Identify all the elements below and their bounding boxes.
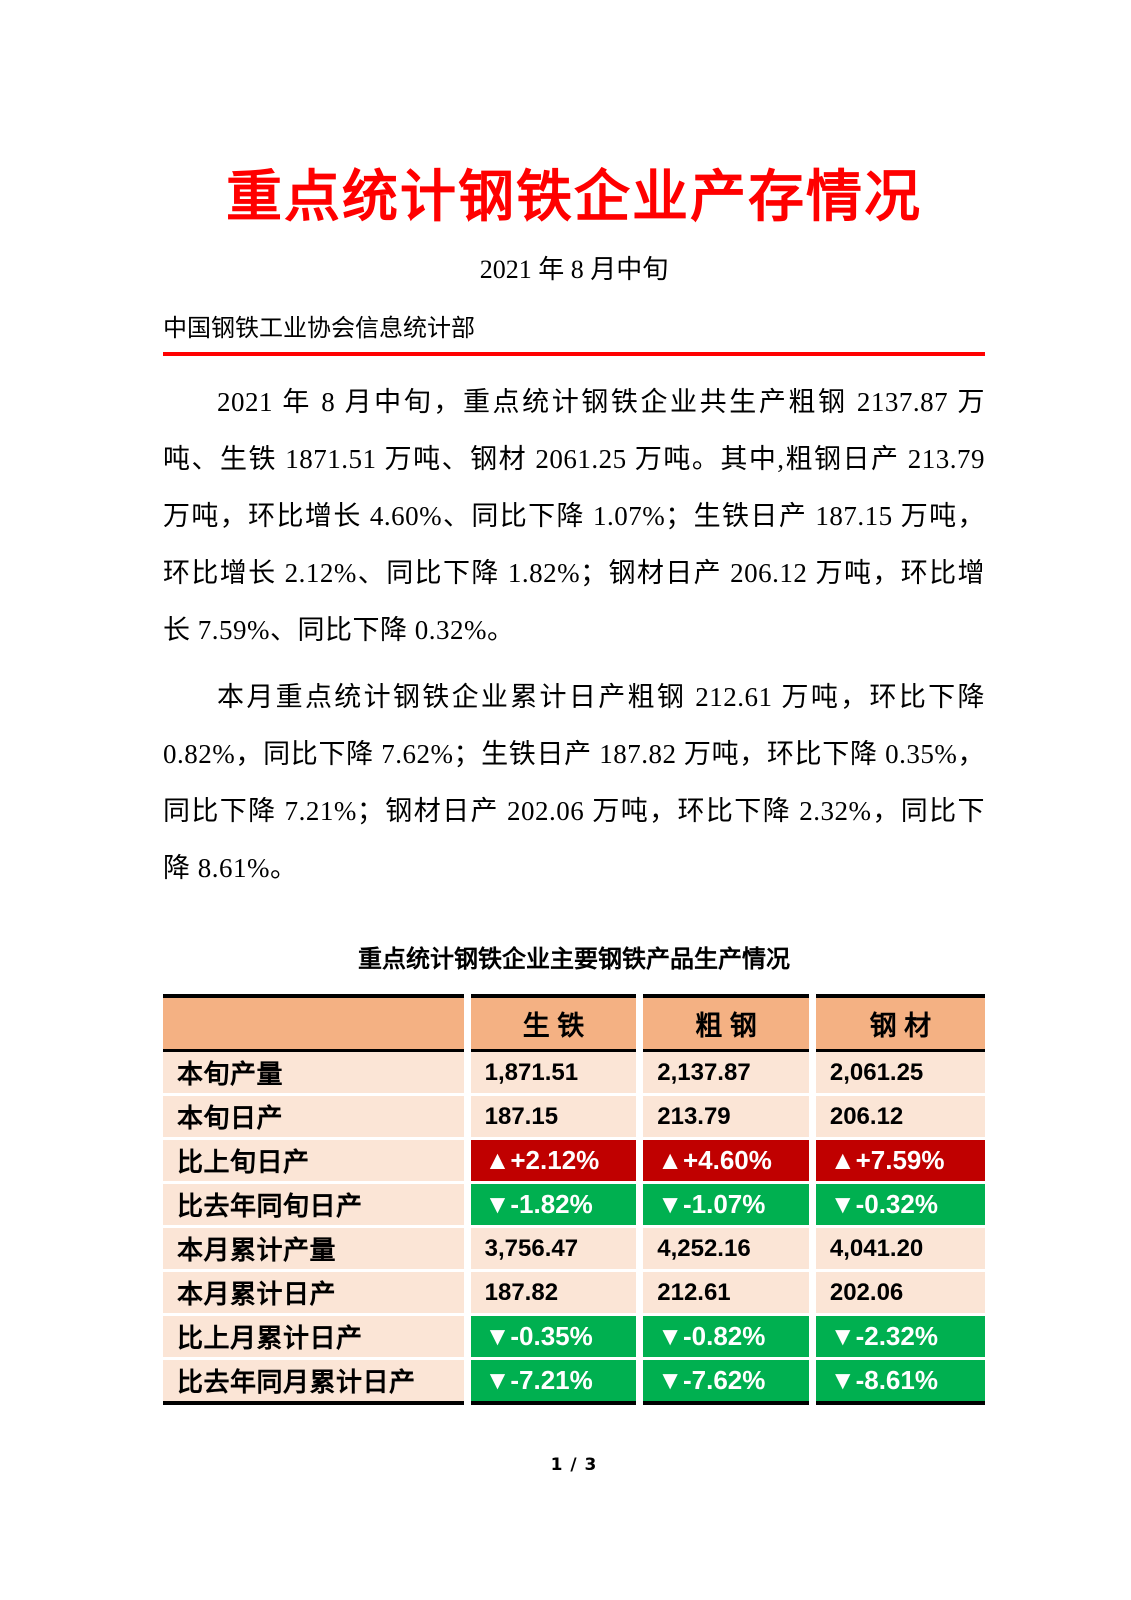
table-row: 本月累计日产 187.82 212.61 202.06	[163, 1269, 985, 1315]
cell-value: 3,756.47	[463, 1225, 640, 1271]
table-row-decrease: 比去年同月累计日产 ▼-7.21% ▼-7.62% ▼-8.61%	[163, 1357, 985, 1405]
doc-subtitle: 2021 年 8 月中旬	[479, 255, 669, 284]
table-row-increase: 比上旬日产 ▲+2.12% ▲+4.60% ▲+7.59%	[163, 1137, 985, 1183]
row-label: 本月累计日产	[163, 1269, 468, 1315]
corner-cell	[163, 994, 468, 1052]
production-table: 生 铁 粗 钢 钢 材 本旬产量 1,871.51 2,137.87 2,061…	[163, 994, 985, 1405]
table-row: 本旬产量 1,871.51 2,137.87 2,061.25	[163, 1050, 985, 1095]
cell-value: 213.79	[636, 1093, 813, 1139]
cell-value: 187.15	[463, 1093, 640, 1139]
body-paragraph-1: 2021 年 8 月中旬，重点统计钢铁企业共生产粗钢 2137.87 万吨、生铁…	[163, 387, 985, 645]
row-label: 比上月累计日产	[163, 1313, 468, 1359]
cell-value-decrease: ▼-1.07%	[636, 1181, 813, 1227]
cell-value: 2,061.25	[808, 1050, 985, 1095]
column-header-crude-steel: 粗 钢	[636, 994, 813, 1052]
cell-value-decrease: ▼-0.32%	[808, 1181, 985, 1227]
cell-value-decrease: ▼-7.21%	[463, 1357, 640, 1405]
cell-value: 4,252.16	[636, 1225, 813, 1271]
cell-value: 206.12	[808, 1093, 985, 1139]
cell-value-increase: ▲+2.12%	[463, 1137, 640, 1183]
cell-value: 1,871.51	[463, 1050, 640, 1095]
column-header-steel-products: 钢 材	[808, 994, 985, 1052]
cell-value-increase: ▲+7.59%	[808, 1137, 985, 1183]
table-row-decrease: 比上月累计日产 ▼-0.35% ▼-0.82% ▼-2.32%	[163, 1313, 985, 1359]
table-row-decrease: 比去年同旬日产 ▼-1.82% ▼-1.07% ▼-0.32%	[163, 1181, 985, 1227]
row-label: 本月累计产量	[163, 1225, 468, 1271]
page-title: 重点统计钢铁企业产存情况	[226, 167, 922, 229]
cell-value-decrease: ▼-0.35%	[463, 1313, 640, 1359]
column-header-pig-iron: 生 铁	[463, 994, 640, 1052]
cell-value-decrease: ▼-1.82%	[463, 1181, 640, 1227]
body-paragraph-2: 本月重点统计钢铁企业累计日产粗钢 212.61 万吨，环比下降 0.82%，同比…	[163, 682, 985, 883]
cell-value-decrease: ▼-8.61%	[808, 1357, 985, 1405]
cell-value: 212.61	[636, 1269, 813, 1315]
table-row: 本月累计产量 3,756.47 4,252.16 4,041.20	[163, 1225, 985, 1271]
page-number: 1 / 3	[550, 1455, 598, 1475]
cell-value-decrease: ▼-7.62%	[636, 1357, 813, 1405]
document-content: 重点统计钢铁企业产存情况 2021 年 8 月中旬 中国钢铁工业协会信息统计部 …	[163, 0, 985, 1405]
cell-value-decrease: ▼-0.82%	[636, 1313, 813, 1359]
cell-value: 4,041.20	[808, 1225, 985, 1271]
row-label: 比上旬日产	[163, 1137, 468, 1183]
row-label: 本旬日产	[163, 1093, 468, 1139]
cell-value-increase: ▲+4.60%	[636, 1137, 813, 1183]
row-label: 比去年同旬日产	[163, 1181, 468, 1227]
department-label: 中国钢铁工业协会信息统计部	[163, 316, 475, 342]
row-label: 本旬产量	[163, 1050, 468, 1095]
table-row: 本旬日产 187.15 213.79 206.12	[163, 1093, 985, 1139]
row-label: 比去年同月累计日产	[163, 1357, 468, 1405]
department-rule: 中国钢铁工业协会信息统计部	[163, 314, 985, 356]
table-title: 重点统计钢铁企业主要钢铁产品生产情况	[358, 946, 790, 973]
cell-value: 187.82	[463, 1269, 640, 1315]
table-header-row: 生 铁 粗 钢 钢 材	[163, 994, 985, 1052]
cell-value: 2,137.87	[636, 1050, 813, 1095]
cell-value-decrease: ▼-2.32%	[808, 1313, 985, 1359]
cell-value: 202.06	[808, 1269, 985, 1315]
